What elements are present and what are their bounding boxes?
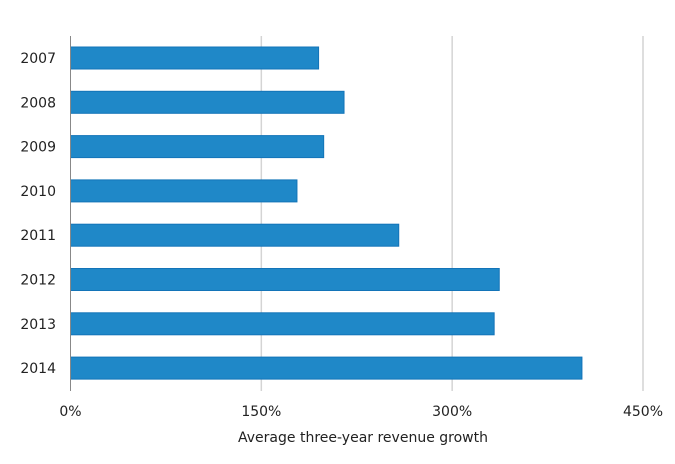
x-tick-label: 0% <box>59 404 81 420</box>
y-tick-label: 2009 <box>20 140 56 156</box>
y-tick-labels: 2007 2008 2009 2010 2011 2012 2013 2014 <box>20 51 56 377</box>
bar-2013 <box>70 312 495 336</box>
bar-2007 <box>70 46 320 70</box>
y-tick-label: 2008 <box>20 95 56 111</box>
y-tick-label: 2013 <box>20 317 56 333</box>
x-tick-label: 150% <box>241 404 281 420</box>
bars <box>70 46 583 380</box>
bar-2010 <box>70 179 298 203</box>
gridlines <box>260 36 644 391</box>
bar-2008 <box>70 90 345 114</box>
bar-2009 <box>70 135 325 159</box>
y-tick-label: 2014 <box>20 361 56 377</box>
bar-2014 <box>70 356 583 380</box>
x-axis-title: Average three-year revenue growth <box>238 430 488 446</box>
y-tick-label: 2010 <box>20 184 56 200</box>
x-tick-label: 300% <box>432 404 472 420</box>
x-tick-labels: 0% 150% 300% 450% <box>59 404 663 420</box>
x-tick-label: 450% <box>623 404 663 420</box>
y-tick-label: 2011 <box>20 228 56 244</box>
y-tick-label: 2007 <box>20 51 56 67</box>
bar-2012 <box>70 268 500 291</box>
bar-2011 <box>70 223 400 247</box>
y-tick-label: 2012 <box>20 273 56 289</box>
